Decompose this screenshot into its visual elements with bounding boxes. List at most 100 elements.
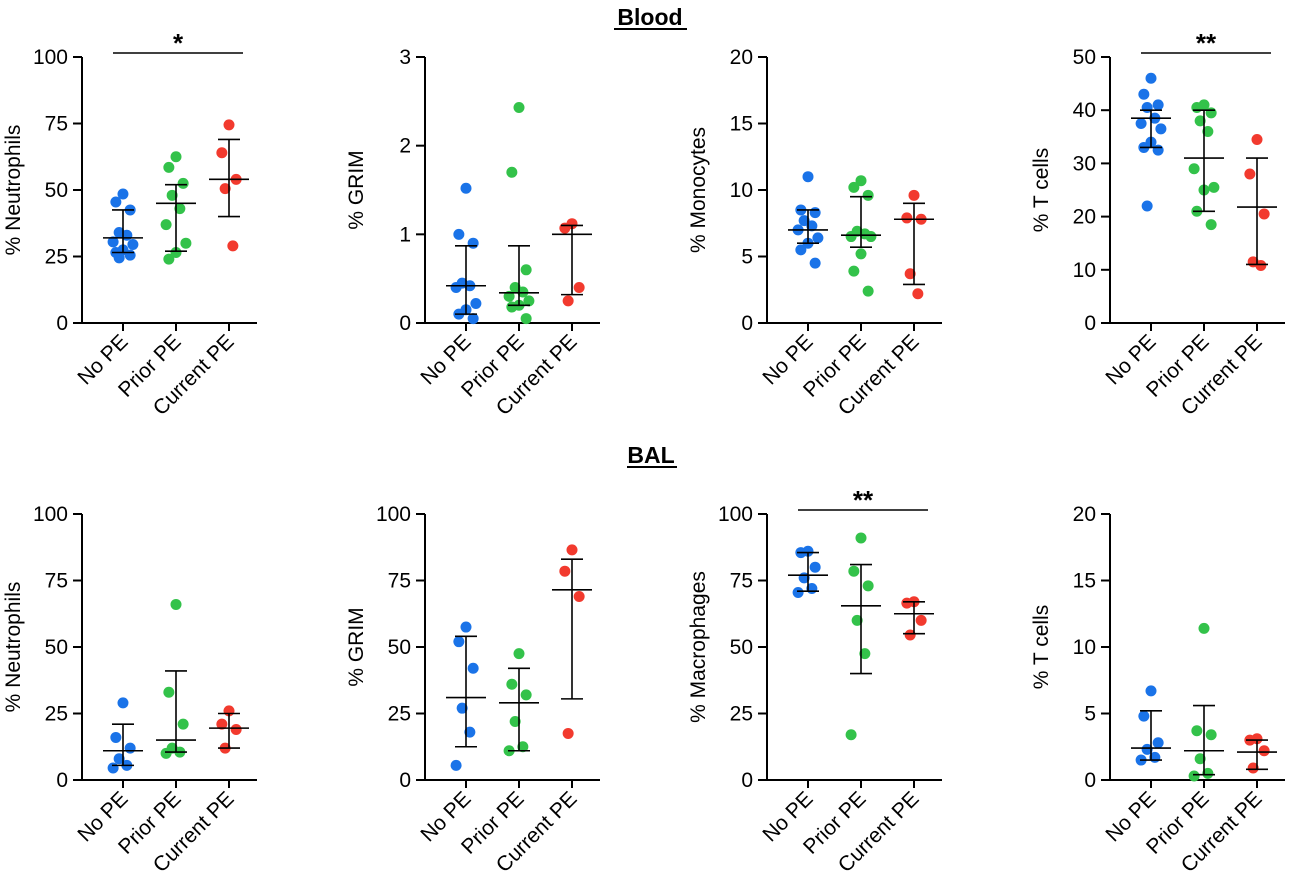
- y-tick-label: 0: [1084, 769, 1096, 792]
- data-point-no-pe: [812, 232, 824, 244]
- data-point-no-pe: [450, 759, 462, 771]
- data-point-prior-pe: [160, 747, 172, 759]
- data-point-no-pe: [467, 237, 479, 249]
- data-point-prior-pe: [166, 189, 178, 201]
- data-point-prior-pe: [1208, 181, 1220, 193]
- y-tick-label: 75: [45, 113, 68, 136]
- y-tick-label: 10: [1073, 259, 1096, 282]
- data-point-current-pe: [1258, 745, 1270, 757]
- y-tick-label: 15: [1073, 570, 1096, 593]
- data-point-no-pe: [792, 586, 804, 598]
- y-tick-label: 50: [45, 179, 68, 202]
- y-tick-label: 3: [399, 46, 411, 69]
- data-point-prior-pe: [859, 648, 871, 660]
- data-point-prior-pe: [1205, 219, 1217, 231]
- data-point-prior-pe: [177, 177, 189, 189]
- data-point-prior-pe: [1194, 753, 1206, 765]
- y-axis-label: % Neutrophils: [2, 582, 25, 713]
- y-tick-label: 2: [399, 135, 411, 158]
- data-point-prior-pe: [163, 161, 175, 173]
- y-tick-label: 25: [388, 703, 411, 726]
- data-point-prior-pe: [1202, 125, 1214, 137]
- data-point-prior-pe: [177, 718, 189, 730]
- y-tick-label: 75: [45, 570, 68, 593]
- data-point-no-pe: [464, 726, 476, 738]
- data-point-no-pe: [806, 220, 818, 232]
- data-point-current-pe: [1251, 133, 1263, 145]
- y-tick-label: 50: [45, 636, 68, 659]
- data-point-no-pe: [470, 297, 482, 309]
- data-point-no-pe: [453, 636, 465, 648]
- data-point-no-pe: [1135, 118, 1147, 129]
- data-point-no-pe: [467, 662, 479, 674]
- data-point-current-pe: [230, 723, 242, 735]
- data-point-prior-pe: [520, 264, 532, 276]
- y-tick-label: 50: [730, 636, 753, 659]
- data-point-prior-pe: [855, 248, 867, 260]
- y-tick-label: 20: [730, 46, 753, 69]
- data-point-prior-pe: [1194, 115, 1206, 127]
- data-point-current-pe: [904, 268, 916, 280]
- section-title-blood: Blood: [614, 4, 687, 30]
- data-point-prior-pe: [517, 286, 529, 298]
- significance-label: **: [1196, 28, 1217, 58]
- data-point-current-pe: [1258, 208, 1270, 220]
- data-point-prior-pe: [170, 151, 182, 163]
- data-point-no-pe: [127, 239, 139, 251]
- y-tick-label: 15: [730, 113, 753, 136]
- y-tick-label: 0: [399, 769, 411, 792]
- y-tick-label: 10: [730, 179, 753, 202]
- data-point-no-pe: [1152, 144, 1164, 156]
- data-point-prior-pe: [513, 102, 525, 114]
- y-tick-label: 0: [1084, 312, 1096, 335]
- data-point-no-pe: [124, 742, 136, 754]
- data-point-no-pe: [1152, 99, 1164, 111]
- significance-label: *: [173, 28, 184, 58]
- y-tick-label: 0: [741, 769, 753, 792]
- data-point-prior-pe: [848, 565, 860, 577]
- y-tick-label: 1: [399, 223, 411, 246]
- data-point-prior-pe: [862, 580, 874, 592]
- y-axis-label: % T cells: [1030, 148, 1053, 232]
- data-point-no-pe: [117, 697, 129, 709]
- data-point-current-pe: [559, 222, 571, 234]
- data-point-no-pe: [1138, 88, 1150, 100]
- data-point-no-pe: [795, 244, 807, 256]
- data-point-prior-pe: [1205, 729, 1217, 741]
- data-point-current-pe: [573, 590, 585, 602]
- y-tick-label: 50: [388, 636, 411, 659]
- section-title-blood-text: Blood: [617, 4, 682, 30]
- y-tick-label: 100: [376, 503, 411, 526]
- y-tick-label: 100: [718, 503, 753, 526]
- y-tick-label: 50: [1073, 46, 1096, 69]
- data-point-prior-pe: [845, 231, 857, 243]
- data-point-no-pe: [798, 215, 810, 227]
- y-tick-label: 5: [741, 246, 753, 269]
- data-point-current-pe: [904, 629, 916, 641]
- y-tick-label: 100: [33, 503, 68, 526]
- data-point-prior-pe: [506, 678, 518, 690]
- data-point-current-pe: [912, 288, 924, 300]
- significance-label: **: [853, 485, 874, 515]
- data-point-prior-pe: [509, 715, 521, 727]
- y-tick-label: 40: [1073, 99, 1096, 122]
- data-point-prior-pe: [163, 686, 175, 698]
- data-point-no-pe: [113, 753, 125, 765]
- data-point-prior-pe: [1205, 107, 1217, 119]
- data-point-prior-pe: [160, 219, 172, 231]
- y-tick-label: 0: [399, 312, 411, 335]
- data-point-prior-pe: [520, 313, 532, 325]
- y-tick-label: 25: [730, 703, 753, 726]
- data-point-current-pe: [227, 240, 239, 252]
- y-tick-label: 20: [1073, 206, 1096, 229]
- data-point-no-pe: [460, 621, 472, 633]
- data-point-current-pe: [901, 212, 913, 224]
- data-point-current-pe: [908, 189, 920, 201]
- data-point-current-pe: [901, 597, 913, 609]
- data-point-prior-pe: [1188, 163, 1200, 175]
- data-point-prior-pe: [506, 301, 518, 313]
